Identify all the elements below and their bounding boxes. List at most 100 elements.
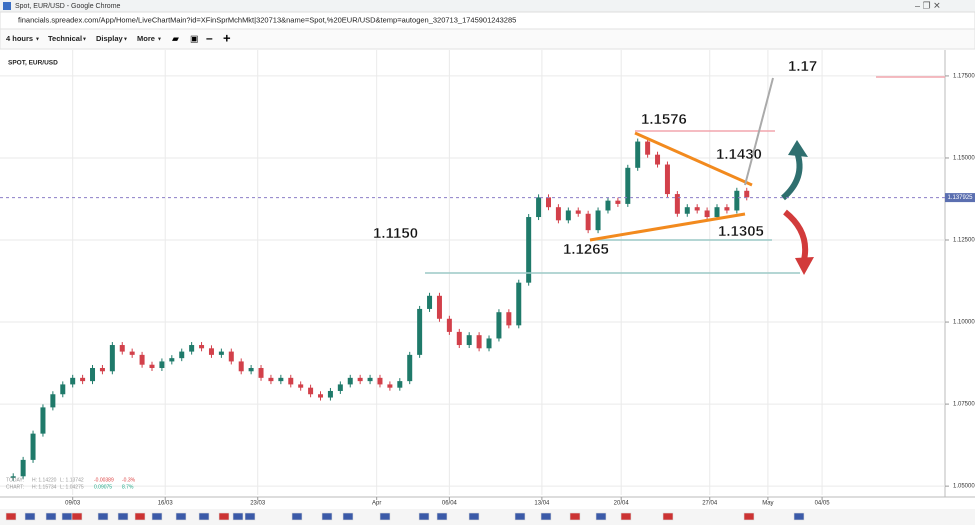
annotations: 1.17 1.1576 1.1430 1.1305 1.1265 1.1150 (373, 58, 818, 258)
event-flag[interactable] (5, 512, 17, 521)
candle (248, 367, 254, 372)
annotation: 1.1265 (563, 241, 609, 258)
url[interactable]: financials.spreadex.com/App/Home/LiveCha… (18, 15, 516, 24)
dropdown-caret[interactable]: ▼ (82, 36, 87, 42)
candle (298, 384, 304, 388)
event-flag[interactable] (793, 512, 805, 521)
candle (149, 364, 155, 368)
candle (208, 348, 214, 355)
save-icon[interactable]: ▣ (190, 33, 199, 43)
candle (456, 331, 462, 346)
candle (664, 164, 670, 195)
candle (60, 384, 66, 395)
event-flag[interactable] (134, 512, 146, 521)
app-icon (3, 2, 11, 10)
event-flag[interactable] (468, 512, 480, 521)
candle (516, 282, 522, 326)
event-flag[interactable] (379, 512, 391, 521)
event-flag[interactable] (175, 512, 187, 521)
candle (199, 345, 205, 349)
window-title: Spot, EUR/USD - Google Chrome (15, 3, 121, 10)
event-flag[interactable] (61, 512, 73, 521)
event-flag[interactable] (514, 512, 526, 521)
candle (10, 476, 16, 478)
candle (367, 377, 373, 382)
y-tick-label: 1.07500 (953, 402, 975, 408)
event-flag[interactable] (595, 512, 607, 521)
down-arrow (783, 209, 809, 261)
candle (545, 197, 551, 208)
toolbar-menu[interactable]: Display (96, 34, 124, 43)
candle (99, 367, 105, 372)
event-flag[interactable] (218, 512, 230, 521)
event-flag[interactable] (117, 512, 129, 521)
candle (308, 387, 314, 395)
candle (20, 459, 26, 477)
candle (179, 351, 185, 359)
event-flag[interactable] (71, 512, 83, 521)
event-flag[interactable] (342, 512, 354, 521)
event-flag[interactable] (662, 512, 674, 521)
info-value: H: 1.14220 (32, 477, 57, 483)
candle (189, 345, 195, 352)
candle (565, 210, 571, 221)
info-box: TODAY: H: 1.14220 L: 1.13742 -0.00389 -0.3% C… (6, 477, 136, 490)
candle (605, 200, 611, 211)
event-flag[interactable] (540, 512, 552, 521)
annotation: 1.1150 (373, 225, 418, 242)
event-flag[interactable] (321, 512, 333, 521)
event-flag[interactable] (418, 512, 430, 521)
plus-icon[interactable]: + (223, 30, 231, 45)
x-tick-label: 20/04 (614, 501, 630, 507)
candle (80, 377, 86, 382)
minus-icon[interactable]: – (206, 31, 213, 45)
event-flag[interactable] (198, 512, 210, 521)
candle (278, 377, 284, 382)
x-tick-label: 09/03 (65, 501, 81, 507)
event-flag[interactable] (24, 512, 36, 521)
dropdown-caret[interactable]: ▼ (157, 36, 162, 42)
window-controls[interactable]: – ❐ ✕ (915, 0, 941, 10)
candle (674, 194, 680, 214)
event-flag[interactable] (743, 512, 755, 521)
event-flag[interactable] (244, 512, 256, 521)
event-flag[interactable] (45, 512, 57, 521)
events-row (0, 509, 975, 525)
folder-icon[interactable]: ▰ (172, 33, 179, 43)
dropdown-caret[interactable]: ▼ (35, 36, 40, 42)
info-value: -0.3% (122, 477, 136, 483)
candle (436, 295, 442, 319)
event-flag[interactable] (232, 512, 244, 521)
toolbar-menu[interactable]: 4 hours (6, 34, 33, 43)
candle (258, 367, 264, 378)
candle (407, 354, 413, 382)
toolbar-menu[interactable]: Technical (48, 34, 82, 43)
candle (238, 361, 244, 372)
event-flag[interactable] (569, 512, 581, 521)
event-flag[interactable] (436, 512, 448, 521)
current-price-label: 1.137925 (947, 195, 973, 201)
x-tick-label: 16/03 (158, 501, 174, 507)
candle (337, 384, 343, 391)
info-value: -0.00389 (94, 477, 114, 483)
toolbar-menu[interactable]: More (137, 34, 155, 43)
candle (288, 377, 294, 385)
event-flag[interactable] (97, 512, 109, 521)
event-flag[interactable] (151, 512, 163, 521)
info-value: CHART: (6, 484, 24, 490)
candle (268, 377, 274, 382)
candle (347, 377, 353, 385)
candle (526, 217, 532, 283)
y-tick-label: 1.05000 (953, 484, 975, 490)
candle (684, 207, 690, 214)
event-flag[interactable] (620, 512, 632, 521)
dropdown-caret[interactable]: ▼ (123, 36, 128, 42)
candle (139, 354, 145, 365)
current-price-box (945, 193, 975, 203)
projection-line (744, 77, 774, 186)
event-flag[interactable] (291, 512, 303, 521)
x-tick-label: 13/04 (534, 501, 550, 507)
